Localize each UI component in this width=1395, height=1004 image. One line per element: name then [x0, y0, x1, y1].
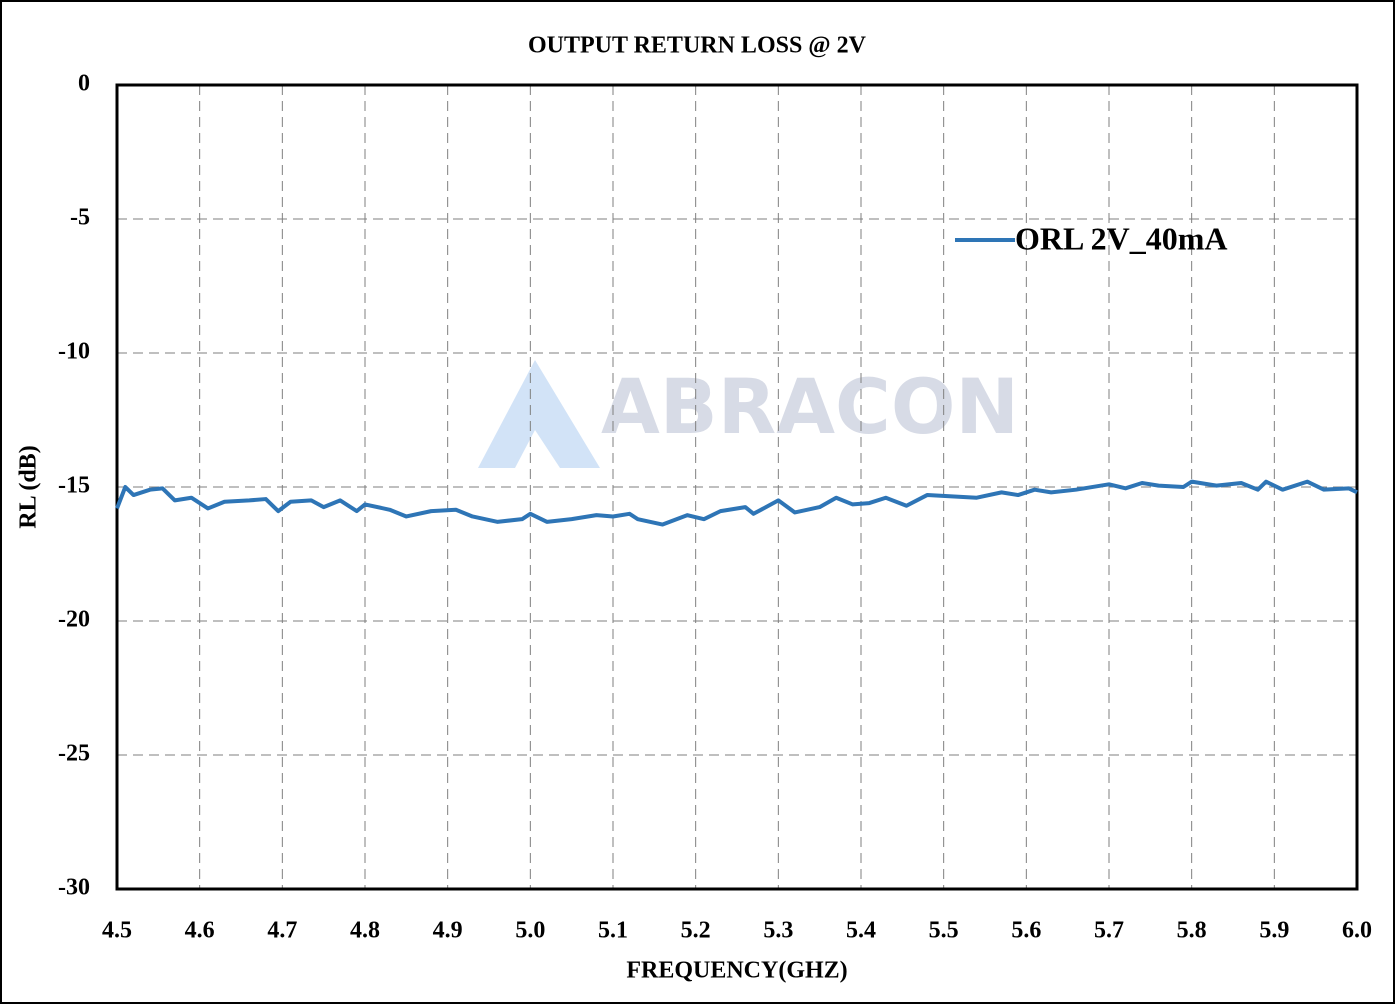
y-tick-label: -25: [58, 741, 90, 767]
y-axis-label: RL (dB): [16, 445, 42, 528]
x-tick-label: 5.4: [846, 918, 876, 944]
data-line: [115, 479, 1358, 527]
y-tick-label: -5: [70, 205, 90, 231]
x-tick-label: 5.0: [515, 918, 545, 944]
watermark: ABRACON: [601, 362, 1019, 451]
y-tick-label: -20: [58, 607, 90, 633]
y-tick-label: -15: [58, 473, 90, 499]
plot-border: [115, 83, 1359, 891]
y-tick-label: -30: [58, 875, 90, 901]
x-tick-label: 4.5: [102, 918, 132, 944]
x-tick-label: 5.9: [1259, 918, 1289, 944]
x-tick-label: 5.7: [1094, 918, 1124, 944]
y-tick-label: -10: [58, 339, 90, 365]
x-tick-label: 5.8: [1177, 918, 1207, 944]
x-tick-label: 5.2: [681, 918, 711, 944]
x-tick-label: 5.6: [1011, 918, 1041, 944]
x-tick-label: 5.3: [763, 918, 793, 944]
x-tick-label: 5.1: [598, 918, 628, 944]
x-tick-label: 5.5: [929, 918, 959, 944]
watermark-logo: [478, 360, 600, 468]
legend-label: ORL 2V_40mA: [1015, 220, 1227, 256]
chart-title: OUTPUT RETURN LOSS @ 2V: [528, 33, 867, 59]
y-tick-label: 0: [78, 71, 90, 97]
x-tick-label: 6.0: [1342, 918, 1372, 944]
x-tick-label: 4.9: [433, 918, 463, 944]
x-tick-label: 4.7: [267, 918, 297, 944]
x-axis-label: FREQUENCY(GHZ): [626, 958, 847, 984]
x-tick-label: 4.6: [185, 918, 215, 944]
x-tick-label: 4.8: [350, 918, 380, 944]
